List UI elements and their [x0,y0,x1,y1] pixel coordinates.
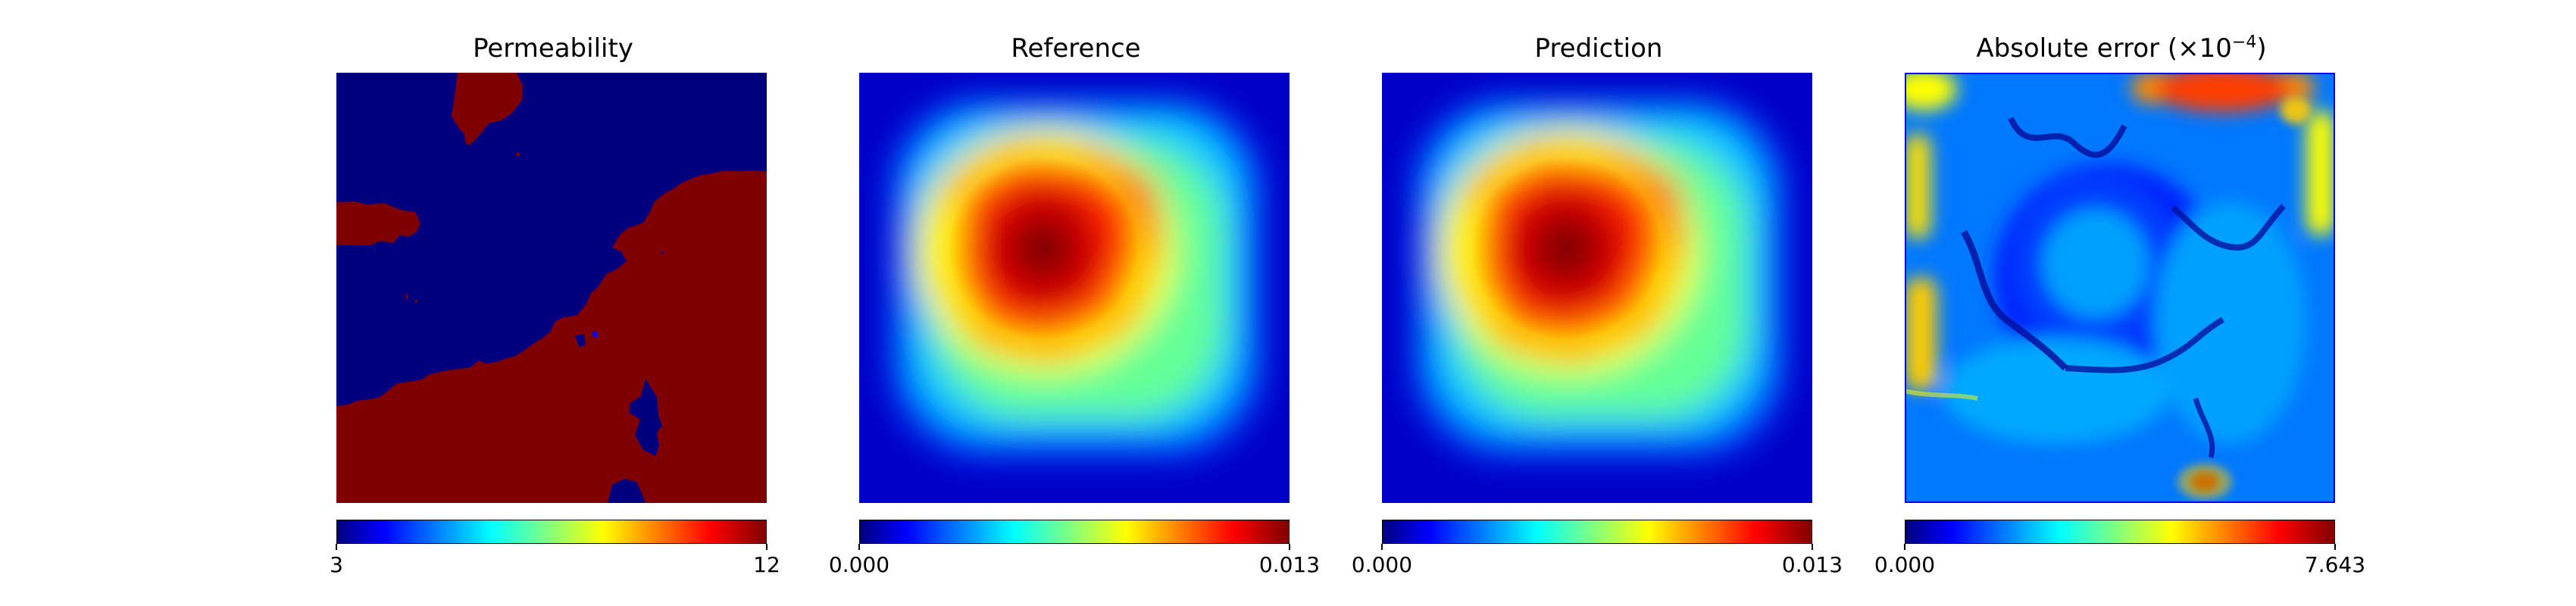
prediction-colorbar-max-tick [1812,544,1813,550]
permeability-top-region [452,73,523,145]
permeability-colorbar [336,520,767,544]
absolute-error-left-band [1905,277,1937,391]
reference-colorbar-outline [859,520,1290,544]
prediction-title: Prediction [1534,33,1663,64]
permeability-bottom-notch [629,379,662,456]
permeability-colorbar-max-tick [766,544,767,550]
absolute-error-top-left-bright [1905,73,1957,111]
permeability-colorbar-max-label: 12 [753,552,780,577]
absolute-error-crack-1 [2008,117,2127,158]
absolute-error-title-exponent: −4 [2231,33,2257,52]
absolute-error-center-spot [2043,209,2149,318]
reference-colorbar [859,520,1290,544]
reference-panel: Reference [829,0,1320,606]
permeability-colorbar-min-label: 3 [330,552,343,577]
permeability-bottom-cut [608,479,646,503]
absolute-error-title-suffix: ) [2256,33,2267,64]
absolute-error-bottom-hotspot-ring [2177,464,2232,500]
absolute-error-upper-left-band [1905,133,1930,239]
absolute-error-title-main: Absolute error (×10 [1976,33,2232,64]
reference-colorbar-min-tick [858,544,860,550]
absolute-error-frame [1905,73,2335,503]
reference-title: Reference [1011,33,1141,64]
absolute-error-crack-2 [1961,230,2068,371]
permeability-heatmap [336,73,767,503]
permeability-colorbar-fill [336,520,767,544]
absolute-error-crack-4 [2065,317,2224,373]
prediction-colorbar-max-label: 0.013 [1781,552,1843,577]
permeability-speck-1 [406,294,408,298]
permeability-speck-4 [417,374,419,376]
prediction-heatmap [1382,73,1812,503]
permeability-speck-2 [415,300,417,302]
absolute-error-right-band [2306,111,2335,236]
prediction-colorbar [1382,520,1812,544]
absolute-error-colorbar-fill [1905,520,2335,544]
prediction-colorbar-fill [1382,520,1812,544]
absolute-error-heatmap [1905,73,2335,503]
absolute-error-panel: Absolute error (×10−4) [1874,0,2365,606]
reference-colorbar-max-label: 0.013 [1258,552,1321,577]
absolute-error-title: Absolute error (×10−4) [1894,32,2349,65]
absolute-error-colorbar-max-tick [2334,544,2336,550]
prediction-panel: Prediction [1352,0,1843,606]
prediction-colorbar-outline [1382,520,1812,544]
permeability-title: Permeability [473,33,633,64]
permeability-mid-notch [575,334,586,347]
permeability-speck-3 [517,153,519,155]
permeability-mid-notch-2 [592,330,599,338]
reference-colorbar-max-tick [1289,544,1290,550]
absolute-error-colorbar-min-label: 0.000 [1874,552,1936,577]
reference-core-overlay [927,136,1160,361]
absolute-error-colorbar-min-tick [1904,544,1905,550]
reference-heatmap [859,73,1290,503]
absolute-error-top-center-bright [2155,73,2291,112]
reference-colorbar-fill [859,520,1290,544]
reference-colorbar-min-label: 0.000 [828,552,890,577]
absolute-error-lower-field [1943,338,2170,444]
prediction-core-overlay [1449,136,1683,361]
absolute-error-crack-3 [2171,204,2286,251]
absolute-error-crack-5 [2193,398,2215,458]
absolute-error-right-field [2155,201,2306,444]
absolute-error-crack-6 [1905,389,1978,401]
permeability-left-region [336,201,420,245]
permeability-colorbar-min-tick [336,544,337,550]
prediction-colorbar-min-tick [1381,544,1383,550]
permeability-speck-5 [661,251,664,254]
permeability-colorbar-outline [336,520,767,544]
absolute-error-colorbar-outline [1905,520,2335,544]
absolute-error-colorbar-max-label: 7.643 [2304,552,2366,577]
absolute-error-upper-right-hotspot [2281,97,2311,124]
permeability-panel: Permeability [326,0,780,606]
prediction-colorbar-min-label: 0.000 [1351,552,1413,577]
absolute-error-colorbar [1905,520,2335,544]
